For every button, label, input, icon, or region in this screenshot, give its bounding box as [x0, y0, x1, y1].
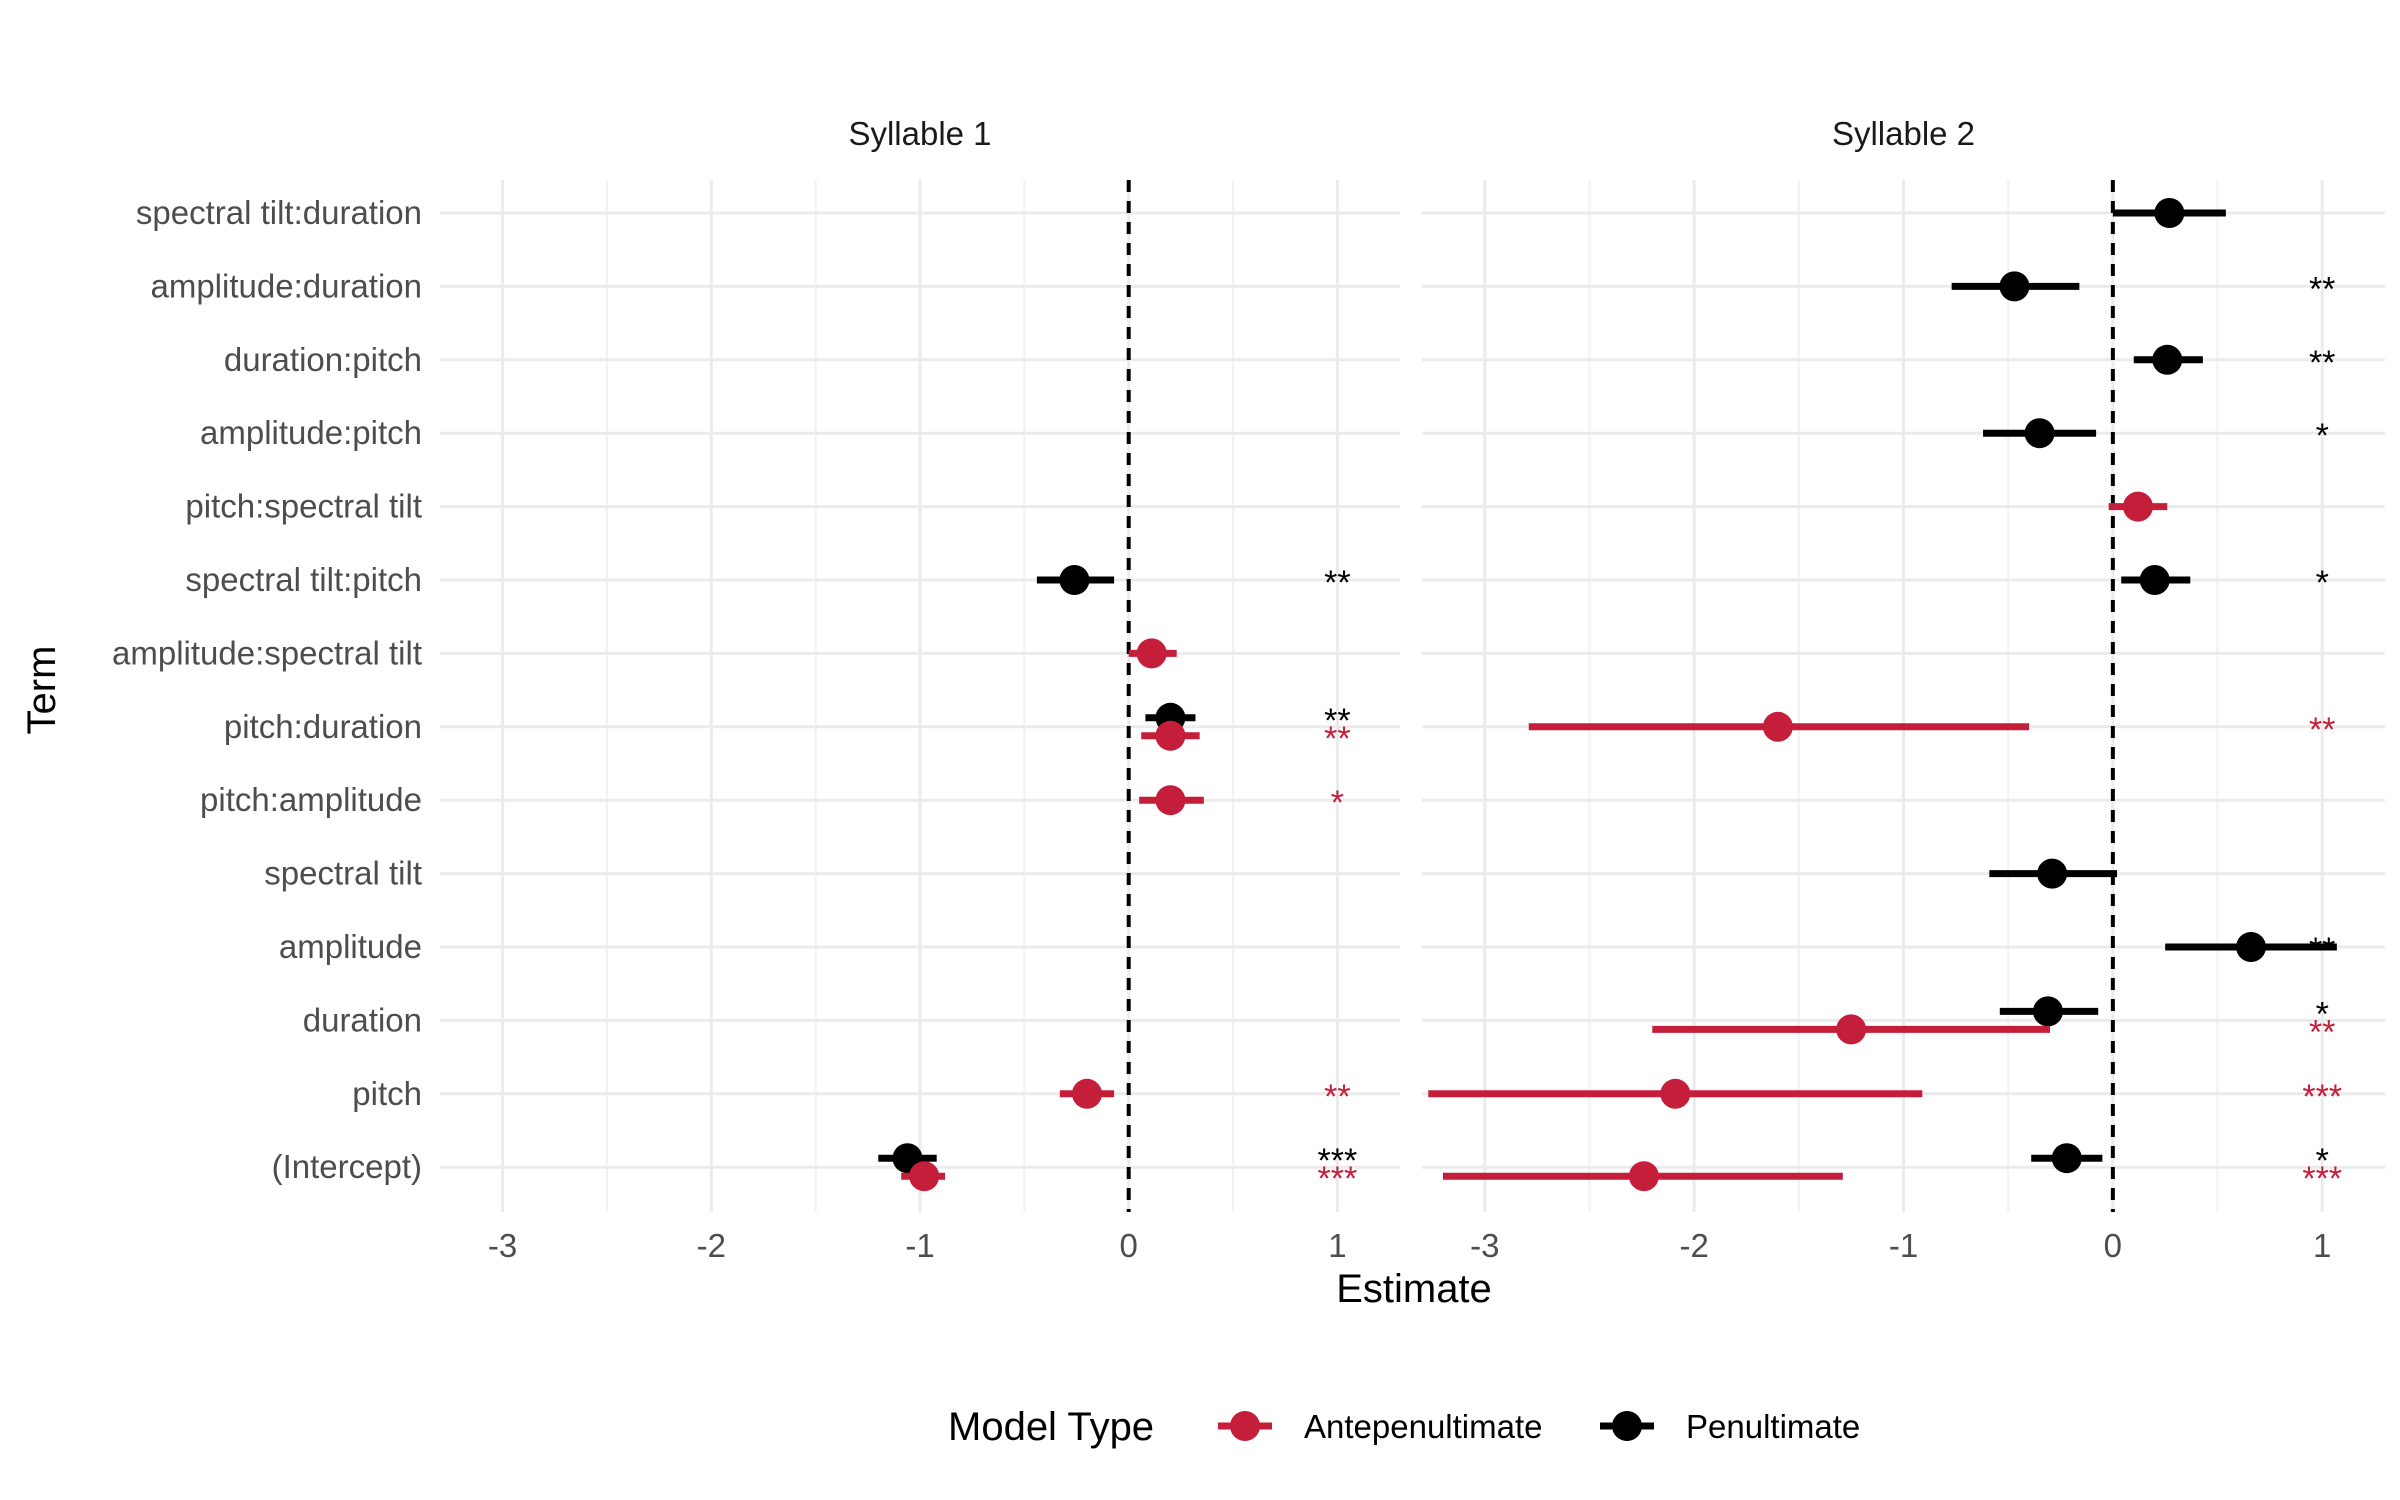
- x-tick-label: -3: [488, 1227, 517, 1264]
- x-tick-label: 1: [1328, 1227, 1346, 1264]
- y-tick-label-spectral-tilt: spectral tilt: [264, 855, 422, 892]
- panel-2-spectral-tilt-penultimate-point: [2037, 858, 2068, 889]
- panel-2-intercept-antepenultimate-significance: ***: [2302, 1160, 2342, 1198]
- panel-1-spectral-tilt-pitch-penultimate-point: [1059, 565, 1090, 595]
- legend-key-antepenultimate-label: Antepenultimate: [1304, 1408, 1543, 1445]
- y-tick-label-duration: duration: [303, 1001, 422, 1038]
- x-tick-label: 1: [2313, 1227, 2331, 1264]
- panel-2-pitch-duration-antepenultimate-point: [1762, 711, 1793, 742]
- panel-1-pitch-antepenultimate-point: [1071, 1078, 1102, 1109]
- panel-1-pitch-amplitude-antepenultimate-significance: *: [1331, 784, 1344, 822]
- panel-2-amplitude-penultimate-significance: **: [2309, 931, 2335, 969]
- legend: Model Type Antepenultimate Penultimate: [948, 1405, 1860, 1449]
- x-tick-label: 0: [2104, 1227, 2122, 1264]
- panel-2-duration-pitch-penultimate-significance: **: [2309, 344, 2335, 382]
- y-tick-label-pitch: pitch: [352, 1075, 422, 1112]
- panel-2-duration-antepenultimate-significance: **: [2309, 1013, 2335, 1051]
- panel-2-spectral-tilt-duration-penultimate-point: [2154, 198, 2185, 228]
- panel-2-amplitude-penultimate-point: [2236, 932, 2267, 962]
- panel-2-duration-antepenultimate-point: [1836, 1014, 1867, 1045]
- y-tick-label-spectral-tilt-duration: spectral tilt:duration: [136, 194, 422, 231]
- panel-2-intercept-antepenultimate-point: [1628, 1161, 1659, 1192]
- x-axis-title: Estimate: [1336, 1267, 1492, 1311]
- legend-key-penultimate-label: Penultimate: [1686, 1408, 1860, 1445]
- y-tick-label-amplitude: amplitude: [279, 928, 422, 965]
- panel-2-duration-penultimate-significance: *: [2316, 995, 2329, 1033]
- y-tick-label-pitch-spectral-tilt: pitch:spectral tilt: [185, 488, 422, 525]
- panel-2-intercept-penultimate-point: [2051, 1143, 2082, 1174]
- x-tick-label: -2: [697, 1227, 726, 1264]
- y-tick-label-pitch-duration: pitch:duration: [224, 708, 422, 745]
- data-marks: ***********************************: [878, 180, 2342, 1212]
- panel-2-duration-pitch-penultimate-point: [2152, 344, 2183, 375]
- panel-2-amplitude-pitch-penultimate-point: [2024, 418, 2055, 449]
- panel-2-pitch-duration-antepenultimate-significance: **: [2309, 711, 2335, 749]
- panel-1-intercept-antepenultimate-significance: ***: [1318, 1160, 1358, 1198]
- panel-2-amplitude-pitch-penultimate-significance: *: [2316, 417, 2329, 455]
- x-tick-label: 0: [1120, 1227, 1138, 1264]
- y-axis-title: Term: [20, 646, 64, 735]
- panel-1-intercept-antepenultimate-point: [909, 1161, 940, 1192]
- y-tick-label-duration-pitch: duration:pitch: [224, 341, 422, 378]
- gridlines: [440, 180, 2385, 1212]
- panel-1-pitch-duration-penultimate-significance: **: [1324, 702, 1350, 740]
- y-tick-label-amplitude-spectral-tilt: amplitude:spectral tilt: [112, 634, 422, 671]
- panel-1-pitch-duration-antepenultimate-significance: **: [1324, 720, 1350, 758]
- panel-title-1: Syllable 1: [848, 115, 991, 152]
- panel-1-pitch-duration-antepenultimate-point: [1155, 720, 1186, 751]
- y-tick-label-amplitude-pitch: amplitude:pitch: [200, 414, 422, 451]
- panel-2-amplitude-duration-penultimate-significance: **: [2309, 270, 2335, 308]
- panel-1-amplitude-spectral-tilt-antepenultimate-point: [1136, 638, 1167, 669]
- x-tick-label: -1: [1889, 1227, 1918, 1264]
- panel-2-spectral-tilt-pitch-penultimate-point: [2139, 565, 2170, 595]
- legend-title: Model Type: [948, 1405, 1154, 1449]
- x-tick-label: -3: [1470, 1227, 1499, 1264]
- x-tick-label: -2: [1679, 1227, 1708, 1264]
- y-tick-label-intercept: (Intercept): [272, 1148, 422, 1185]
- legend-key-penultimate-point: [1612, 1411, 1642, 1441]
- x-tick-label: -1: [905, 1227, 934, 1264]
- panel-2-amplitude-duration-penultimate-point: [1999, 271, 2030, 302]
- panel-2-intercept-penultimate-significance: *: [2316, 1142, 2329, 1180]
- panel-title-2: Syllable 2: [1832, 115, 1975, 152]
- panel-1-spectral-tilt-pitch-penultimate-significance: **: [1324, 564, 1350, 602]
- panel-2-pitch-antepenultimate-significance: ***: [2302, 1078, 2342, 1116]
- y-tick-label-pitch-amplitude: pitch:amplitude: [200, 781, 422, 818]
- legend-key-antepenultimate-point: [1230, 1411, 1260, 1441]
- y-tick-label-amplitude-duration: amplitude:duration: [150, 267, 422, 304]
- panel-1-intercept-penultimate-significance: ***: [1318, 1142, 1358, 1180]
- y-tick-label-spectral-tilt-pitch: spectral tilt:pitch: [185, 561, 422, 598]
- panel-2-spectral-tilt-pitch-penultimate-significance: *: [2316, 564, 2329, 602]
- axis-labels: spectral tilt:duration amplitude:duration…: [112, 115, 2331, 1264]
- panel-2-pitch-spectral-tilt-antepenultimate-point: [2122, 491, 2153, 522]
- panel-1-pitch-amplitude-antepenultimate-point: [1155, 785, 1186, 816]
- panel-1-pitch-antepenultimate-significance: **: [1324, 1078, 1350, 1116]
- panel-2-duration-penultimate-point: [2032, 996, 2063, 1027]
- panel-2-pitch-antepenultimate-point: [1660, 1078, 1691, 1109]
